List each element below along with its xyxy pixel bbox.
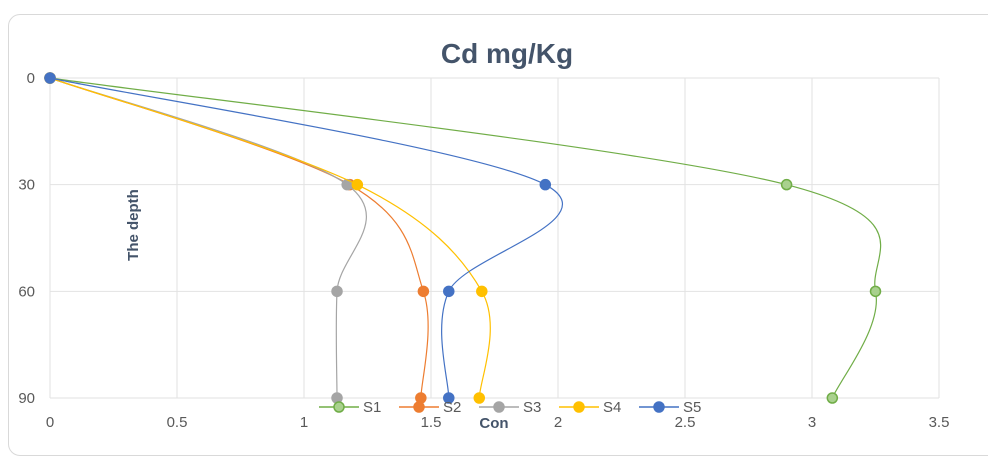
y-tick-label: 30 bbox=[18, 177, 35, 194]
x-axis-title: Con bbox=[479, 415, 508, 432]
x-tick-label: 1 bbox=[300, 414, 308, 431]
chart-frame bbox=[8, 14, 988, 456]
y-tick-labels: 0 30 60 90 bbox=[18, 70, 35, 407]
legend-marker bbox=[573, 401, 585, 413]
x-tick-label: 3 bbox=[808, 414, 816, 431]
series-line bbox=[49, 77, 564, 399]
series-line bbox=[49, 77, 429, 399]
y-tick-label: 0 bbox=[27, 70, 35, 87]
legend-item-s1: S1 bbox=[319, 399, 381, 416]
data-point bbox=[417, 285, 430, 298]
series-group bbox=[44, 72, 882, 404]
series-s5 bbox=[44, 72, 564, 404]
x-tick-label: 2 bbox=[554, 414, 562, 431]
legend-marker bbox=[653, 401, 665, 413]
series-line bbox=[49, 77, 367, 399]
legend-item-s5: S5 bbox=[639, 399, 701, 416]
x-tick-label: 1.5 bbox=[421, 414, 442, 431]
data-point bbox=[351, 178, 364, 191]
series-s3 bbox=[44, 72, 367, 404]
x-tick-label: 0.5 bbox=[167, 414, 188, 431]
data-point bbox=[443, 392, 455, 404]
chart-title: Cd mg/Kg bbox=[441, 38, 573, 69]
data-point bbox=[331, 285, 343, 298]
data-point bbox=[539, 178, 552, 191]
data-point bbox=[826, 392, 839, 404]
data-point bbox=[869, 285, 882, 298]
chart-svg: Cd mg/Kg 0 0.5 1 1.5 2 2.5 3 3.5 0 30 60 90 The de… bbox=[18, 38, 950, 432]
y-tick-label: 60 bbox=[18, 283, 35, 300]
legend-label: S2 bbox=[443, 399, 461, 416]
series-s1 bbox=[44, 72, 882, 404]
legend-label: S3 bbox=[523, 399, 541, 416]
legend-item-s3: S3 bbox=[479, 399, 541, 416]
legend-label: S4 bbox=[603, 399, 621, 416]
series-line bbox=[49, 77, 491, 399]
x-tick-labels: 0 0.5 1 1.5 2 2.5 3 3.5 bbox=[46, 414, 950, 431]
x-tick-label: 0 bbox=[46, 414, 54, 431]
data-point bbox=[44, 72, 56, 84]
data-point bbox=[476, 285, 488, 298]
legend: S1 S2 S3 S4 S5 bbox=[319, 399, 701, 416]
series-line bbox=[49, 77, 882, 399]
legend-marker bbox=[493, 401, 505, 413]
x-tick-label: 2.5 bbox=[675, 414, 696, 431]
y-tick-label: 90 bbox=[18, 390, 35, 407]
legend-item-s4: S4 bbox=[559, 399, 621, 416]
series-s2 bbox=[44, 72, 430, 404]
data-point bbox=[443, 285, 455, 298]
legend-marker bbox=[333, 401, 345, 413]
x-tick-label: 3.5 bbox=[929, 414, 950, 431]
legend-marker bbox=[413, 401, 425, 413]
data-point bbox=[780, 178, 793, 191]
data-point bbox=[473, 392, 486, 404]
series-s4 bbox=[44, 72, 491, 404]
y-axis-title: The depth bbox=[125, 189, 142, 261]
legend-label: S5 bbox=[683, 399, 701, 416]
legend-item-s2: S2 bbox=[399, 399, 461, 416]
grid bbox=[49, 77, 940, 399]
legend-label: S1 bbox=[363, 399, 381, 416]
